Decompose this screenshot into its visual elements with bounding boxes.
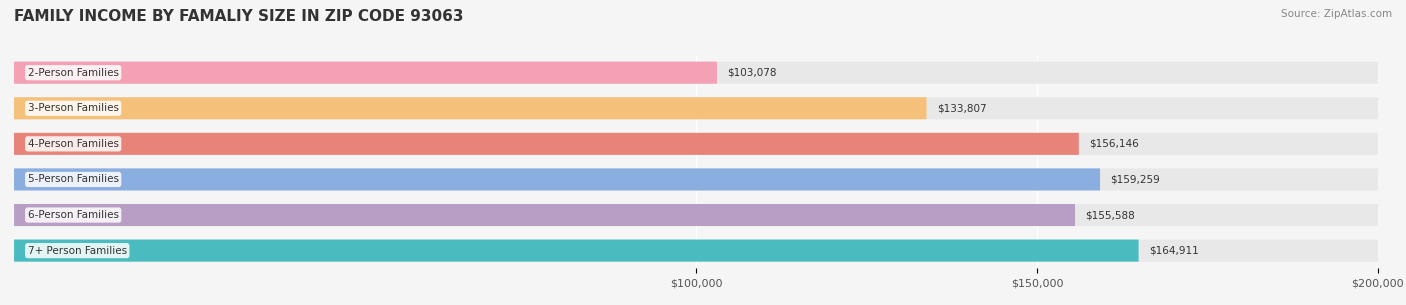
Text: $133,807: $133,807 xyxy=(936,103,987,113)
Text: Source: ZipAtlas.com: Source: ZipAtlas.com xyxy=(1281,9,1392,19)
FancyBboxPatch shape xyxy=(14,62,1378,84)
Text: $159,259: $159,259 xyxy=(1111,174,1160,185)
Text: FAMILY INCOME BY FAMALIY SIZE IN ZIP CODE 93063: FAMILY INCOME BY FAMALIY SIZE IN ZIP COD… xyxy=(14,9,464,24)
Text: 6-Person Families: 6-Person Families xyxy=(28,210,118,220)
Text: 5-Person Families: 5-Person Families xyxy=(28,174,118,185)
FancyBboxPatch shape xyxy=(14,62,717,84)
FancyBboxPatch shape xyxy=(14,204,1378,226)
Text: $164,911: $164,911 xyxy=(1149,246,1198,256)
Text: $156,146: $156,146 xyxy=(1090,139,1139,149)
Text: $155,588: $155,588 xyxy=(1085,210,1135,220)
Text: 2-Person Families: 2-Person Families xyxy=(28,68,118,78)
Text: 3-Person Families: 3-Person Families xyxy=(28,103,118,113)
FancyBboxPatch shape xyxy=(14,168,1099,190)
Text: 7+ Person Families: 7+ Person Families xyxy=(28,246,127,256)
Text: 4-Person Families: 4-Person Families xyxy=(28,139,118,149)
FancyBboxPatch shape xyxy=(14,97,1378,119)
FancyBboxPatch shape xyxy=(14,97,927,119)
FancyBboxPatch shape xyxy=(14,240,1139,262)
FancyBboxPatch shape xyxy=(14,168,1378,190)
FancyBboxPatch shape xyxy=(14,204,1076,226)
Text: $103,078: $103,078 xyxy=(727,68,776,78)
FancyBboxPatch shape xyxy=(14,240,1378,262)
FancyBboxPatch shape xyxy=(14,133,1078,155)
FancyBboxPatch shape xyxy=(14,133,1378,155)
